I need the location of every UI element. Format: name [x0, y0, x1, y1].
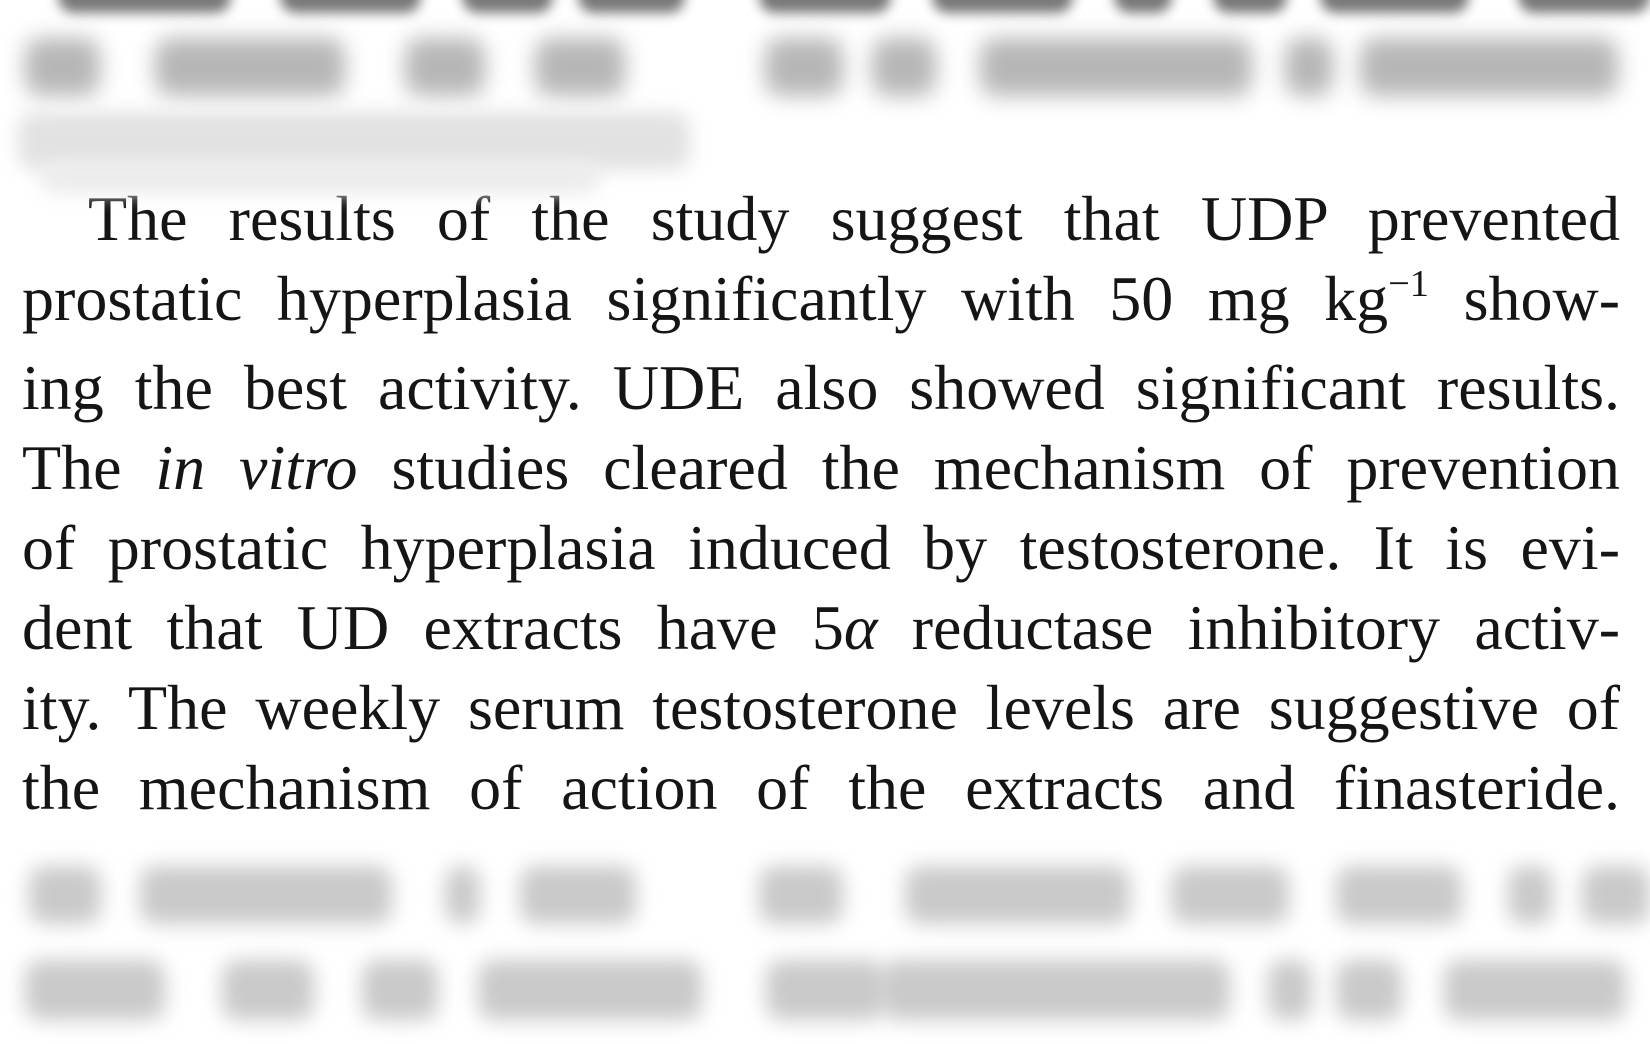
- blurred-smudge-light-tail-word-blob: [40, 160, 600, 194]
- blurred-line-bottom-2-word-blob: [1444, 960, 1626, 1020]
- text-line-6: dent that UD extracts have 5α reductase …: [22, 588, 1620, 668]
- text-line-7: ity. The weekly serum testosterone level…: [22, 668, 1620, 748]
- text-segment: the mechanism of action of the extracts …: [22, 752, 1620, 823]
- text-segment: The: [22, 432, 156, 503]
- text-segment: studies cleared the mechanism of prevent…: [357, 432, 1621, 503]
- text-segment-italic: α: [843, 592, 878, 663]
- blurred-line-top-partial-word-blob: [759, 0, 891, 13]
- blurred-line-top-word-blob: [1360, 38, 1618, 96]
- blurred-line-top-partial-word-blob: [58, 0, 231, 13]
- blurred-line-top-partial-word-blob: [1114, 0, 1172, 13]
- blurred-line-bottom-1-word-blob: [520, 866, 636, 924]
- blurred-line-bottom-2-word-blob: [1268, 960, 1312, 1020]
- text-line-4: The in vitro studies cleared the mechani…: [22, 428, 1620, 508]
- text-segment-italic: in vitro: [155, 432, 358, 503]
- blurred-line-bottom-1-word-blob: [1582, 866, 1650, 924]
- text-segment: ing the best activity. UDE also showed s…: [22, 352, 1620, 423]
- blurred-line-top-word-blob: [872, 38, 936, 96]
- blurred-line-bottom-1-word-blob: [445, 866, 480, 924]
- blurred-line-top-word-blob: [765, 38, 843, 96]
- text-line-5: of prostatic hyperplasia induced by test…: [22, 508, 1620, 588]
- results-discussion-paragraph: The results of the study suggest that UD…: [22, 179, 1620, 828]
- text-line-2: prostatic hyperplasia significantly with…: [22, 259, 1620, 348]
- blurred-line-bottom-1-word-blob: [759, 866, 843, 924]
- text-line-1: The results of the study suggest that UD…: [22, 179, 1620, 259]
- blurred-line-top-partial-word-blob: [280, 0, 421, 13]
- text-segment: The results of the study suggest that UD…: [88, 183, 1620, 254]
- text-segment-sup: −1: [1388, 263, 1430, 306]
- blurred-line-top-word-blob: [1285, 38, 1333, 96]
- blurred-line-bottom-1-word-blob: [29, 866, 101, 924]
- text-segment: show-: [1429, 263, 1620, 334]
- blurred-line-top-word-blob: [155, 38, 345, 96]
- blurred-line-top-word-blob: [980, 38, 1252, 96]
- blurred-line-bottom-2-word-blob: [1336, 960, 1402, 1020]
- blurred-line-top-partial-word-blob: [1320, 0, 1469, 13]
- blurred-line-top-partial-word-blob: [578, 0, 685, 13]
- blurred-line-bottom-2-word-blob: [25, 960, 165, 1020]
- text-segment: ity. The weekly serum testosterone level…: [22, 672, 1620, 743]
- blurred-line-bottom-2-word-blob: [766, 960, 884, 1020]
- text-segment: of prostatic hyperplasia induced by test…: [22, 512, 1620, 583]
- blurred-line-bottom-2-word-blob: [222, 960, 314, 1020]
- blurred-line-top-partial-word-blob: [462, 0, 553, 13]
- blurred-line-bottom-1-word-blob: [905, 866, 1130, 924]
- blurred-line-top-partial-word-blob: [1518, 0, 1650, 13]
- blurred-line-top-partial-word-blob: [932, 0, 1073, 13]
- blurred-line-bottom-1-word-blob: [1508, 866, 1553, 924]
- blurred-line-top-word-blob: [535, 38, 625, 96]
- blurred-line-bottom-1-word-blob: [140, 866, 392, 924]
- text-segment: prostatic hyperplasia significantly with…: [22, 263, 1389, 334]
- text-segment: dent that UD extracts have 5: [22, 592, 844, 663]
- blurred-line-top-word-blob: [25, 38, 100, 96]
- blurred-line-bottom-2-word-blob: [882, 960, 1230, 1020]
- text-line-8: the mechanism of action of the extracts …: [22, 748, 1620, 828]
- blurred-line-bottom-2-word-blob: [478, 960, 702, 1020]
- blurred-line-top-partial-word-blob: [1213, 0, 1287, 13]
- blurred-line-bottom-2-word-blob: [362, 960, 438, 1020]
- blurred-line-top-word-blob: [405, 38, 485, 96]
- text-line-3: ing the best activity. UDE also showed s…: [22, 348, 1620, 428]
- blurred-line-bottom-1-word-blob: [1171, 866, 1289, 924]
- blurred-line-bottom-1-word-blob: [1336, 866, 1462, 924]
- text-segment: reductase inhibitory activ-: [877, 592, 1620, 663]
